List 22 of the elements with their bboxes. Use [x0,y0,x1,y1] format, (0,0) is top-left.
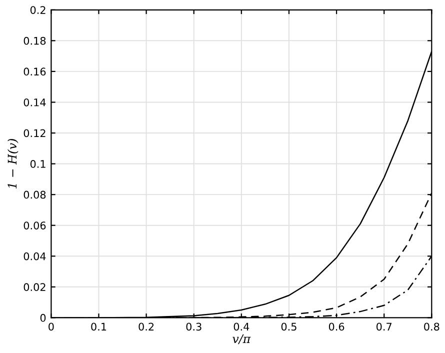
x-tick-label: 0.8 [424,322,440,331]
x-tick-label: 0.5 [281,322,296,331]
x-tick-label: 0.2 [138,322,154,331]
y-tick-label: 0.02 [24,283,46,292]
y-tick-label: 0.16 [24,68,46,76]
y-tick-label: 0 [40,314,46,322]
y-tick-label: 0.12 [24,129,46,138]
y-tick-label: 0.06 [24,222,46,230]
x-tick-label: 0.3 [186,322,202,331]
y-axis-title: 1 − H(v) [8,138,18,189]
x-tick-label: 0.7 [376,322,392,331]
x-tick-label: 0.6 [328,322,344,331]
x-tick-label: 0.4 [234,322,250,331]
y-tick-label: 0.08 [24,190,46,199]
y-tick-label: 0.18 [24,36,46,45]
x-tick-label: 0 [48,322,54,331]
y-tick-label: 0.04 [24,252,46,260]
y-tick-label: 0.1 [30,160,46,168]
y-tick-label: 0.2 [30,6,46,14]
y-tick-label: 0.14 [24,98,46,106]
x-axis-title: v/π [232,334,251,344]
x-tick-label: 0.1 [91,322,106,331]
